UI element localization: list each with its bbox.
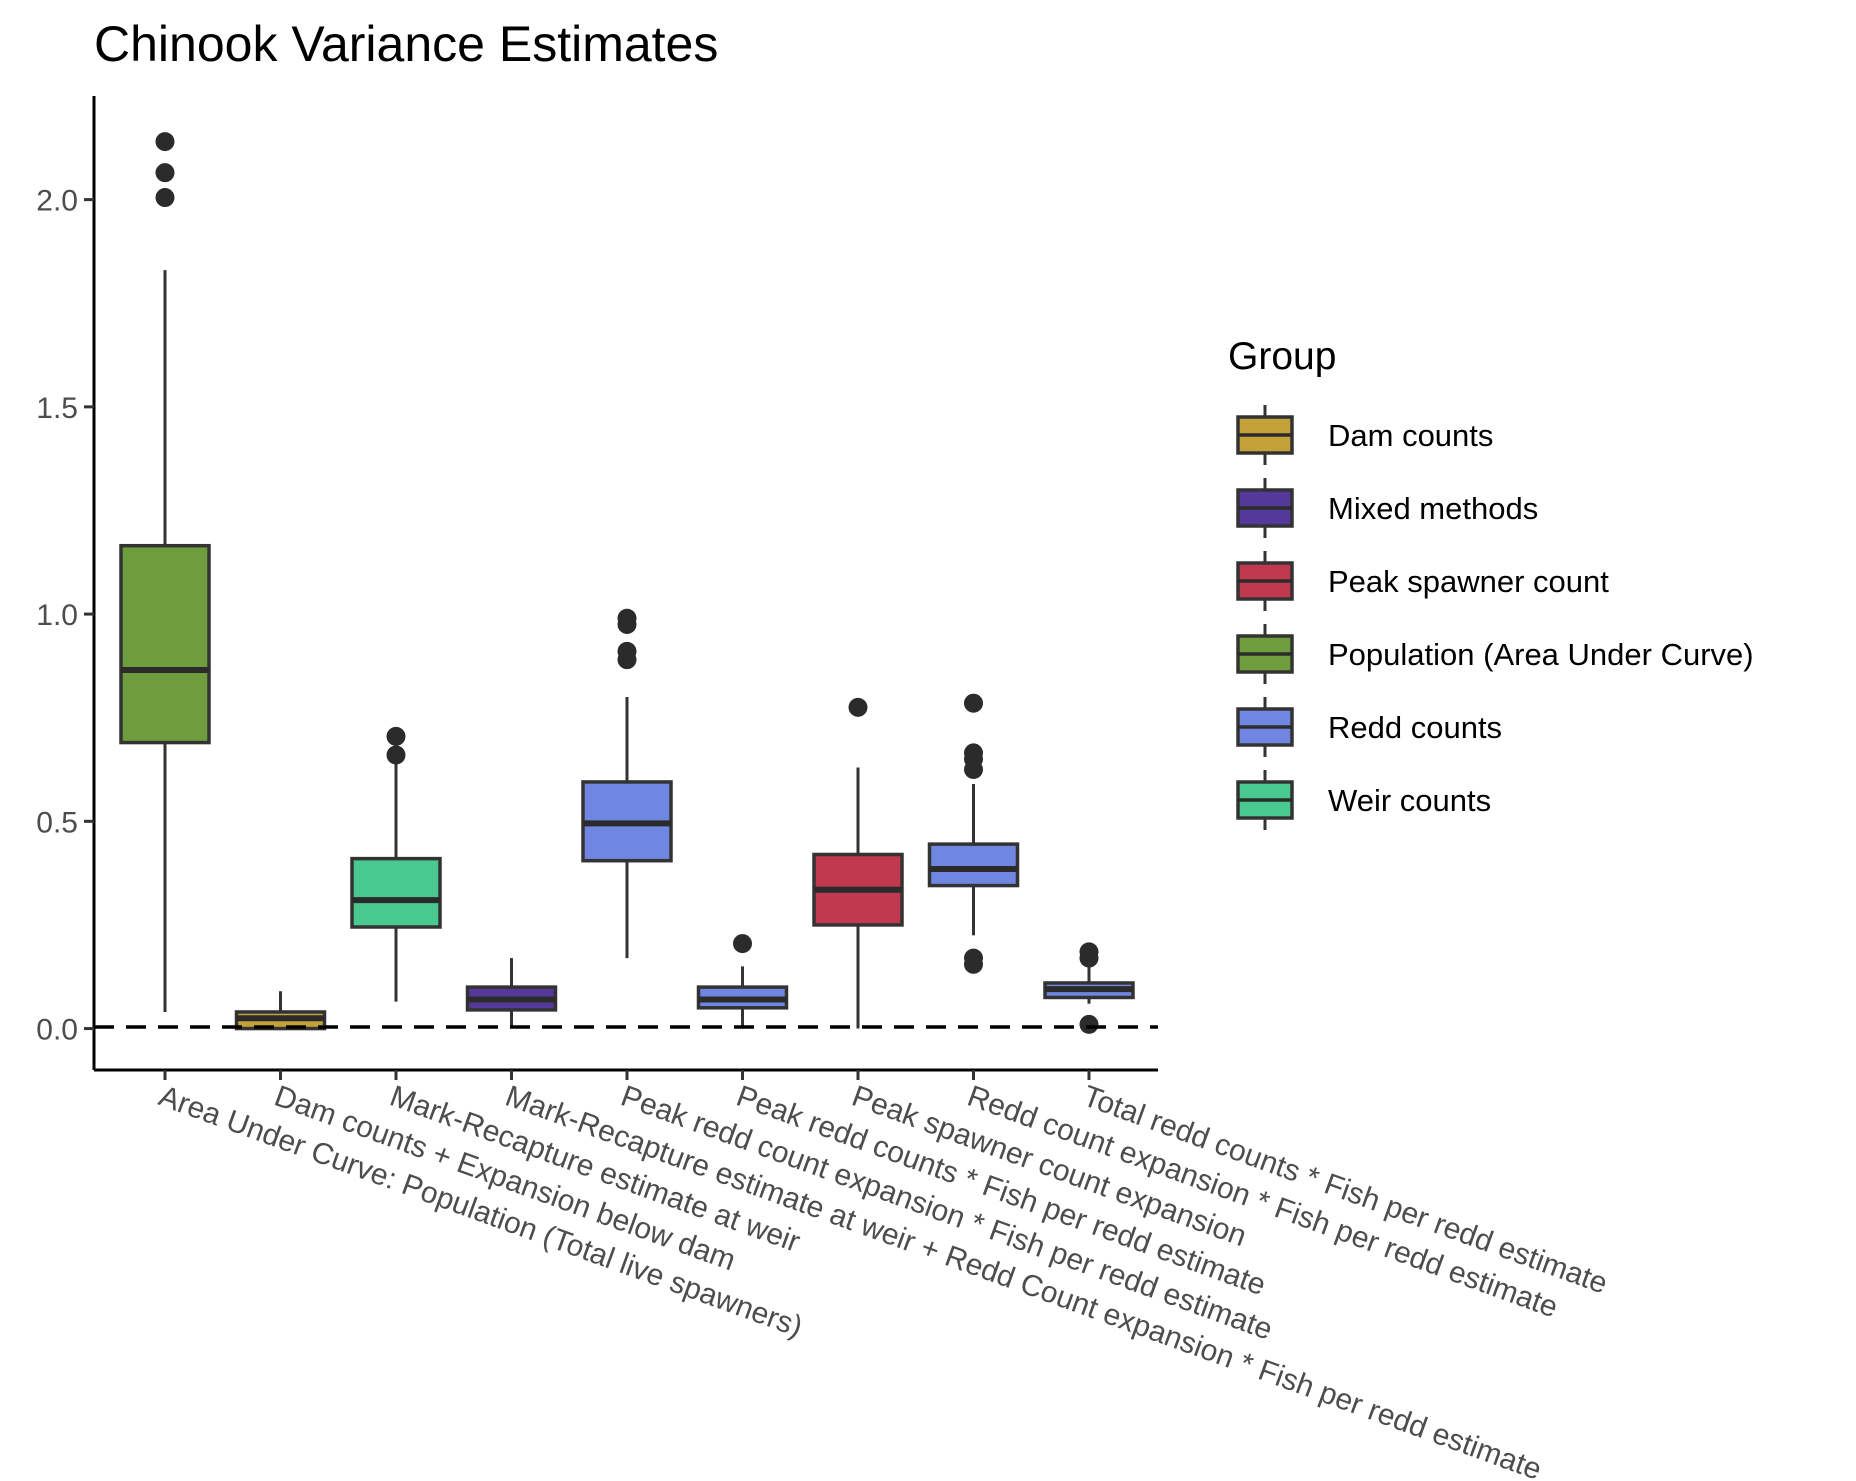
y-tick-label: 0.0: [36, 1014, 78, 1047]
box: [119, 543, 211, 745]
boxplot: [119, 132, 211, 1012]
outlier-point: [617, 641, 637, 661]
outlier-point: [617, 608, 637, 628]
legend: Group Dam counts Mixed methods Peak spawne…: [1228, 335, 1754, 830]
y-tick-label: 1.5: [36, 392, 78, 425]
y-tick-label: 2.0: [36, 185, 78, 218]
outlier-point: [155, 188, 175, 208]
legend-title: Group: [1228, 335, 1336, 378]
boxplot: [465, 958, 558, 1029]
outlier-point: [1079, 942, 1099, 962]
boxplots: [119, 132, 1135, 1034]
outlier-point: [964, 693, 983, 713]
box: [927, 842, 1020, 888]
legend-label: Mixed methods: [1328, 491, 1538, 526]
legend-label: Population (Area Under Curve): [1328, 637, 1754, 672]
legend-label: Peak spawner count: [1328, 564, 1609, 599]
outlier-point: [155, 132, 175, 152]
x-axis-ticks: Area Under Curve: Population (Total live…: [155, 1070, 1612, 1481]
outlier-point: [386, 745, 406, 765]
boxplot: [812, 697, 904, 1029]
box: [350, 856, 442, 929]
outlier-point: [964, 948, 983, 968]
boxplot: [581, 608, 673, 959]
outlier-point: [733, 934, 752, 954]
outlier-point: [386, 726, 406, 746]
legend-label: Redd counts: [1328, 710, 1502, 745]
boxplot: [350, 726, 442, 1002]
boxplot: [927, 693, 1020, 974]
boxplot: [1043, 942, 1135, 1034]
boxplot: [696, 934, 789, 1029]
legend-label: Weir counts: [1328, 783, 1491, 818]
outlier-point: [1079, 1014, 1099, 1034]
legend-label: Dam counts: [1328, 418, 1493, 453]
y-tick-label: 1.0: [36, 599, 78, 632]
chart-title: Chinook Variance Estimates: [94, 16, 718, 72]
outlier-point: [848, 697, 868, 717]
y-axis-ticks: 0.0 0.5 1.0 1.5 2.0: [36, 185, 94, 1047]
y-tick-label: 0.5: [36, 806, 78, 839]
outlier-point: [964, 743, 983, 763]
boxplot: [234, 991, 327, 1031]
outlier-point: [155, 163, 175, 183]
